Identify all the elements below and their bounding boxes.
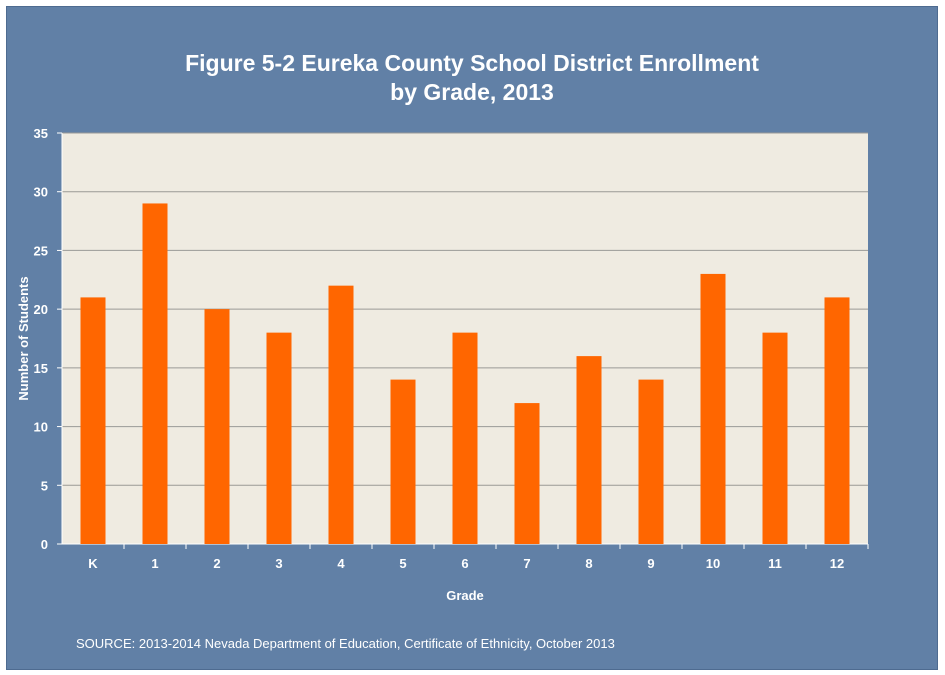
bar: [266, 332, 292, 544]
y-tick-label: 25: [34, 243, 48, 258]
y-tick-label: 5: [41, 478, 48, 493]
x-tick-label: 2: [213, 556, 220, 571]
bar: [452, 332, 478, 544]
chart-title-line1: Figure 5-2 Eureka County School District…: [185, 50, 759, 76]
x-tick-label: 9: [647, 556, 654, 571]
x-tick-label: 8: [585, 556, 592, 571]
x-tick-label: 5: [399, 556, 406, 571]
bar: [576, 356, 602, 544]
x-tick-label: 1: [151, 556, 158, 571]
bar: [390, 379, 416, 544]
x-tick-label: 10: [706, 556, 720, 571]
bar: [824, 297, 850, 544]
x-tick-label: K: [88, 556, 98, 571]
y-tick-label: 35: [34, 126, 48, 141]
x-axis-title: Grade: [446, 588, 484, 603]
bar: [762, 332, 788, 544]
y-tick-label: 20: [34, 302, 48, 317]
source-note: SOURCE: 2013-2014 Nevada Department of E…: [76, 636, 615, 651]
x-tick-label: 6: [461, 556, 468, 571]
chart-title-line2: by Grade, 2013: [390, 79, 554, 105]
bar: [204, 309, 230, 544]
x-tick-label: 12: [830, 556, 844, 571]
y-tick-label: 10: [34, 420, 48, 435]
chart-title: Figure 5-2 Eureka County School District…: [7, 49, 937, 107]
x-tick-label: 4: [337, 556, 345, 571]
bar: [700, 273, 726, 544]
x-tick-label: 11: [768, 556, 782, 571]
y-tick-label: 30: [34, 185, 48, 200]
y-tick-label: 15: [34, 361, 48, 376]
bar: [328, 285, 354, 544]
bar: [80, 297, 106, 544]
bar: [514, 403, 540, 544]
y-tick-label: 0: [41, 537, 48, 552]
x-tick-label: 3: [275, 556, 282, 571]
x-tick-label: 7: [523, 556, 530, 571]
y-axis-title: Number of Students: [16, 276, 31, 400]
bar: [638, 379, 664, 544]
bar: [142, 203, 168, 544]
